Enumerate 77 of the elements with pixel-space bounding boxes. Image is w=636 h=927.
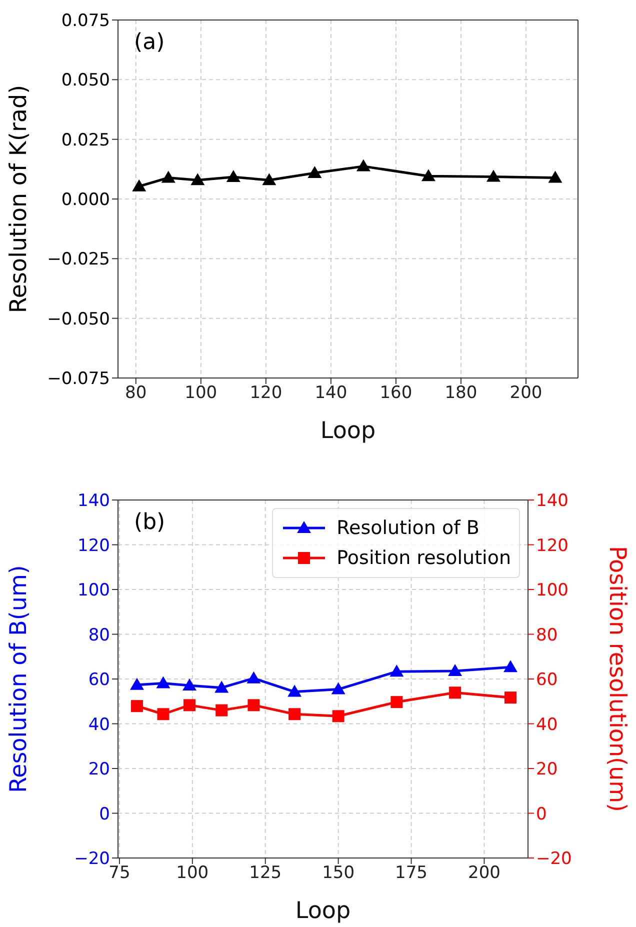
point	[214, 680, 229, 693]
y2-axis-title: Position resolution(um)	[604, 546, 630, 812]
annotation: (b)	[134, 510, 166, 535]
y-tick-label: −20	[74, 849, 110, 870]
point	[183, 699, 196, 712]
x-tick-label: 140	[314, 383, 348, 404]
y-tick-label: 0	[99, 804, 110, 824]
point	[216, 704, 228, 716]
x-tick-label: 100	[184, 383, 218, 404]
x-tick-label: 180	[444, 383, 478, 404]
y2-tick-label: −20	[536, 849, 572, 870]
y-axis-title: Resolution of K(rad)	[6, 84, 32, 314]
y-tick-label: 0.050	[61, 70, 110, 91]
y2-tick-label: 0	[536, 804, 547, 824]
y2-tick-label: 100	[536, 580, 568, 601]
y-axis-title: Resolution of B(um)	[6, 565, 32, 793]
point	[182, 678, 196, 690]
point	[288, 684, 302, 697]
point	[226, 170, 240, 182]
point	[262, 173, 276, 186]
point	[288, 708, 301, 720]
point	[503, 660, 518, 672]
point	[390, 664, 404, 677]
y-tick-label: 40	[88, 714, 110, 735]
y2-tick-label: 60	[536, 670, 558, 690]
y-tick-label: 20	[88, 760, 110, 780]
y2-tick-label: 80	[536, 625, 558, 646]
x-tick-label: 200	[468, 863, 500, 884]
point	[331, 682, 346, 694]
y2-tick-label: 40	[536, 714, 558, 735]
point	[161, 170, 176, 183]
point	[308, 166, 322, 178]
point	[190, 173, 205, 186]
y-tick-label: 120	[78, 536, 110, 556]
point	[157, 708, 170, 720]
y2-tick-label: 140	[536, 491, 568, 512]
y2-tick-label: 20	[536, 760, 558, 780]
y-tick-label: 0.000	[61, 190, 110, 210]
x-tick-label: 75	[108, 863, 130, 884]
point	[132, 179, 146, 192]
point	[356, 159, 370, 172]
y-tick-label: −0.075	[47, 369, 110, 390]
legend-label: Position resolution	[336, 546, 511, 571]
point	[504, 692, 516, 704]
x-tick-label: 200	[510, 383, 542, 404]
point	[449, 686, 462, 699]
y-tick-label: 60	[88, 670, 110, 690]
x-tick-label: 160	[380, 383, 412, 404]
x-tick-label: 120	[250, 383, 282, 404]
y-tick-label: 0.025	[61, 130, 110, 150]
x-tick-label: 80	[125, 383, 147, 404]
annotation: (a)	[134, 30, 165, 55]
legend-label: Resolution of B	[336, 516, 480, 541]
point	[130, 700, 143, 712]
x-tick-label: 125	[249, 863, 282, 884]
y-tick-label: −0.025	[47, 250, 110, 270]
point	[130, 678, 144, 690]
y2-tick-label: 120	[536, 536, 568, 556]
x-axis-title: Loop	[320, 418, 376, 444]
y-tick-label: 100	[78, 580, 110, 601]
x-tick-label: 150	[322, 863, 355, 884]
y-tick-label: 80	[88, 625, 110, 646]
point	[421, 169, 436, 182]
point	[486, 170, 500, 182]
point	[448, 664, 462, 676]
x-tick-label: 175	[395, 863, 428, 884]
point	[156, 676, 170, 688]
point	[246, 671, 261, 684]
x-axis-title: Loop	[295, 898, 351, 924]
x-tick-label: 100	[176, 863, 209, 884]
point	[390, 696, 403, 708]
point	[548, 170, 562, 183]
y-tick-label: 140	[78, 491, 110, 512]
y-tick-label: −0.050	[47, 309, 110, 330]
point	[248, 699, 260, 712]
y-tick-label: 0.075	[61, 11, 110, 32]
point	[332, 710, 344, 722]
